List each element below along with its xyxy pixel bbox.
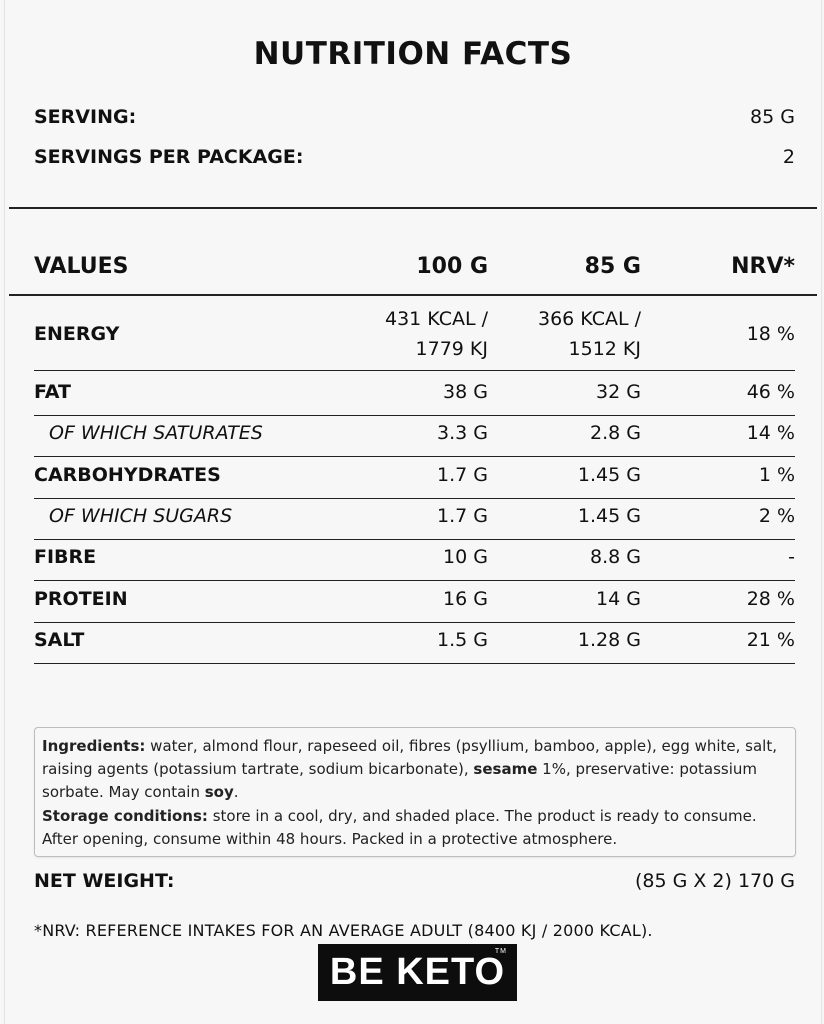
allergen-soy: soy (204, 783, 234, 802)
energy-nrv: 18 % (746, 323, 795, 345)
energy-85g-kcal: 366 KCAL / (537, 308, 641, 330)
row-name: FAT (34, 381, 71, 403)
value-85g: 1.45 G (577, 463, 641, 486)
page-title: NUTRITION FACTS (253, 36, 573, 72)
header-100g: 100 G (416, 254, 488, 279)
serving-value: 85 G (750, 106, 795, 128)
net-weight-label: NET WEIGHT: (34, 870, 175, 892)
brand-logo: BE KETO TM (318, 944, 517, 1001)
table-row: SALT 1.5 G 1.28 G 21 % (34, 629, 795, 653)
value-nrv: 2 % (758, 504, 795, 527)
row-name: ENERGY (34, 323, 120, 345)
row-name: FIBRE (34, 546, 97, 569)
ingredients-text-1: water, almond flour, rapeseed oil, fibre… (42, 737, 777, 779)
header-nrv: NRV* (731, 254, 795, 279)
table-row: FAT 38 G 32 G 46 % (34, 381, 795, 405)
value-nrv: 46 % (746, 381, 795, 403)
value-nrv: 21 % (746, 628, 795, 651)
value-85g: 1.28 G (577, 628, 641, 651)
allergen-sesame: sesame (473, 760, 538, 779)
servings-per-package-value: 2 (782, 146, 795, 168)
ingredients-label: Ingredients: (42, 737, 146, 755)
row-divider (34, 456, 795, 458)
trademark-mark: TM (494, 948, 507, 955)
value-85g: 8.8 G (590, 546, 641, 569)
value-100g: 1.7 G (437, 504, 488, 527)
header-divider (9, 294, 817, 296)
value-85g: 32 G (596, 381, 641, 403)
ingredients-box: Ingredients: water, almond flour, rapese… (34, 727, 796, 857)
header-85g: 85 G (584, 254, 641, 279)
storage-label: Storage conditions: (42, 806, 208, 825)
table-row: CARBOHYDRATES 1.7 G 1.45 G 1 % (34, 464, 795, 488)
divider (9, 207, 817, 209)
table-row: PROTEIN 16 G 14 G 28 % (34, 588, 795, 612)
row-divider (34, 497, 795, 499)
row-name: PROTEIN (34, 587, 128, 610)
row-name: OF WHICH SATURATES (49, 422, 263, 445)
nutrition-panel: NUTRITION FACTS SERVING: 85 G SERVINGS P… (4, 0, 822, 1024)
value-nrv: 1 % (758, 463, 795, 486)
storage-text: store in a cool, dry, and shaded place. … (42, 806, 757, 848)
servings-per-package-label: SERVINGS PER PACKAGE: (34, 146, 304, 168)
energy-85g: 366 KCAL / 1512 KJ (538, 304, 641, 364)
row-name: OF WHICH SUGARS (49, 504, 233, 527)
value-100g: 16 G (443, 587, 488, 610)
energy-100g: 431 KCAL / 1779 KJ (385, 304, 488, 364)
ingredients-text-2: 1%, preservative: potassium sorbate. May… (42, 760, 758, 802)
ingredients-text-3: . (233, 783, 239, 802)
table-row: OF WHICH SUGARS 1.7 G 1.45 G 2 % (34, 505, 795, 529)
value-nrv: 28 % (746, 587, 795, 610)
value-100g: 38 G (443, 381, 488, 403)
row-name: SALT (34, 628, 85, 651)
serving-label: SERVING: (34, 106, 137, 128)
energy-85g-kj: 1512 KJ (568, 338, 641, 360)
row-divider (34, 662, 795, 664)
value-85g: 14 G (596, 587, 641, 610)
value-100g: 1.5 G (437, 628, 488, 651)
value-nrv: 14 % (746, 422, 795, 445)
table-row: FIBRE 10 G 8.8 G - (34, 546, 795, 570)
value-85g: 1.45 G (577, 504, 641, 527)
row-divider (34, 621, 795, 623)
row-name: CARBOHYDRATES (34, 463, 221, 486)
table-row-energy: ENERGY 431 KCAL / 1779 KJ 366 KCAL / 151… (34, 304, 795, 366)
net-weight-value: (85 G X 2) 170 G (634, 870, 795, 892)
table-row: OF WHICH SATURATES 3.3 G 2.8 G 14 % (34, 422, 795, 446)
value-100g: 3.3 G (437, 422, 488, 445)
brand-logo-text: BE KETO (329, 951, 506, 993)
value-85g: 2.8 G (590, 422, 641, 445)
energy-100g-kj: 1779 KJ (415, 338, 488, 360)
row-divider (34, 580, 795, 582)
energy-100g-kcal: 431 KCAL / (384, 308, 488, 330)
header-values: VALUES (34, 254, 129, 279)
table-header: VALUES 100 G 85 G NRV* (34, 254, 795, 286)
value-100g: 10 G (443, 546, 488, 569)
nrv-footnote: *NRV: REFERENCE INTAKES FOR AN AVERAGE A… (34, 921, 653, 940)
row-divider (34, 370, 795, 371)
row-divider (34, 538, 795, 540)
row-divider (34, 415, 795, 416)
value-nrv: - (788, 546, 795, 569)
value-100g: 1.7 G (437, 463, 488, 486)
